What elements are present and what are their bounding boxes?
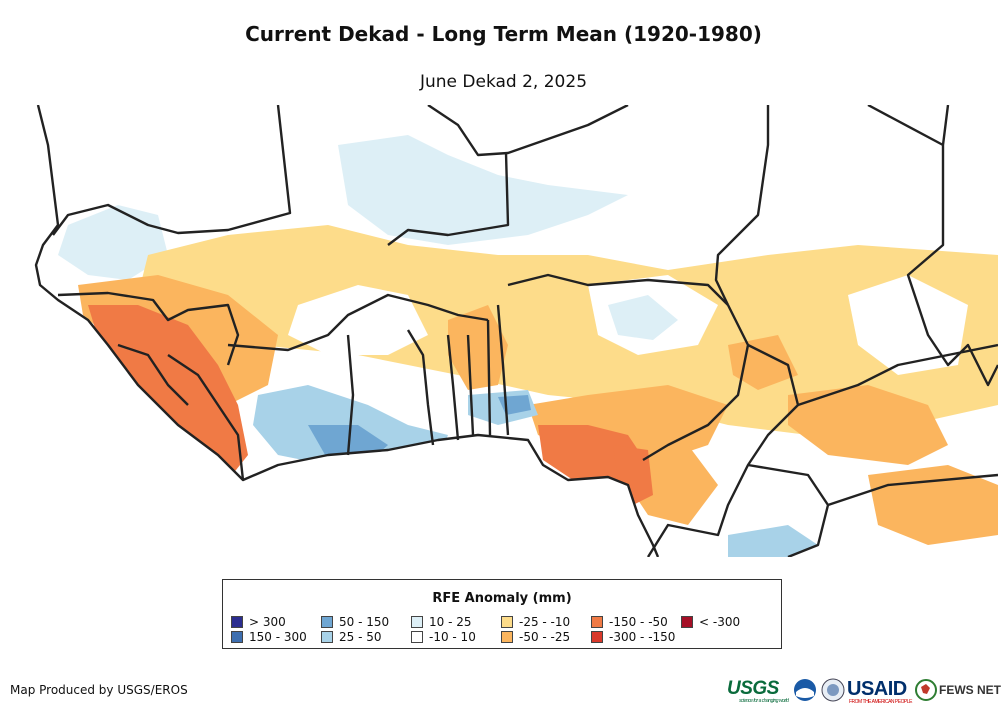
legend-swatch xyxy=(591,616,603,628)
border-mali-burkina xyxy=(227,293,489,352)
legend-swatch xyxy=(411,631,423,643)
anomaly-patch-50-25-cameroon xyxy=(628,445,718,525)
legend-item: -150 - -50 xyxy=(591,615,691,629)
legend-item: 25 - 50 xyxy=(321,630,421,644)
legend-item: 10 - 25 xyxy=(411,615,511,629)
border-guinea-sierra-leone xyxy=(117,343,189,406)
border-niger-nigeria xyxy=(507,273,729,306)
border-benin-nigeria xyxy=(496,304,510,436)
anomaly-fill-layer xyxy=(28,135,998,557)
legend-swatch xyxy=(681,616,693,628)
border-chad-sudan xyxy=(867,105,998,387)
border-car-south xyxy=(747,463,998,557)
legend-swatch xyxy=(321,616,333,628)
legend-label: 25 - 50 xyxy=(339,630,382,644)
legend-item: -25 - -10 xyxy=(501,615,601,629)
legend-swatch xyxy=(501,631,513,643)
legend-swatch xyxy=(231,631,243,643)
partner-logos: USGS science for a changing world USAID … xyxy=(727,676,1001,706)
fews-globe-icon xyxy=(915,679,937,701)
legend-swatch xyxy=(501,616,513,628)
border-liberia-ivory-coast xyxy=(167,354,245,481)
map-title: Current Dekad - Long Term Mean (1920-198… xyxy=(245,22,762,46)
legend-swatch xyxy=(231,616,243,628)
usgs-logo: USGS science for a changing world xyxy=(727,678,789,704)
legend-label: -50 - -25 xyxy=(519,630,571,644)
map-subtitle: June Dekad 2, 2025 xyxy=(419,72,588,92)
usaid-tagline: FROM THE AMERICAN PEOPLE xyxy=(849,699,912,705)
legend-item: -50 - -25 xyxy=(501,630,601,644)
border-mali-algeria xyxy=(427,105,629,157)
anomaly-patch-25-50-gabon xyxy=(728,525,818,557)
legend-label: -25 - -10 xyxy=(519,615,571,629)
legend-item: -300 - -150 xyxy=(591,630,691,644)
legend-item: 150 - 300 xyxy=(231,630,331,644)
legend-label: -150 - -50 xyxy=(609,615,668,629)
legend-swatch xyxy=(591,631,603,643)
border-nigeria-cameroon xyxy=(642,304,750,462)
anomaly-patch-50-25-east xyxy=(788,385,948,465)
border-ivory-coast-ghana xyxy=(346,329,435,456)
country-borders xyxy=(34,105,998,557)
legend-title: RFE Anomaly (mm) xyxy=(432,591,572,606)
border-mauritania-mali xyxy=(52,105,292,236)
anomaly-patch-10-25-niger xyxy=(608,295,678,340)
border-chad-car xyxy=(797,343,998,407)
ocean-gulf-of-guinea xyxy=(28,295,658,557)
nasa-seal-icon xyxy=(821,678,845,702)
anomaly-patch-50-25-burkina xyxy=(448,305,508,390)
legend-label: > 300 xyxy=(249,615,286,629)
legend-item: 50 - 150 xyxy=(321,615,421,629)
border-ghana-togo-benin xyxy=(446,319,492,441)
border-niger-libya-chad xyxy=(714,105,770,306)
legend-label: -300 - -150 xyxy=(609,630,676,644)
fews-net-logo: FEWS NET xyxy=(939,683,1001,697)
legend-item: > 300 xyxy=(231,615,331,629)
usgs-logo-text: USGS xyxy=(727,678,779,699)
coastline xyxy=(34,105,660,557)
credit-text: Map Produced by USGS/EROS xyxy=(10,683,188,697)
border-mali-niger xyxy=(387,152,510,246)
border-senegal-guinea xyxy=(57,291,240,366)
legend-label: 150 - 300 xyxy=(249,630,307,644)
anomaly-patch-10-25-senegal xyxy=(58,205,168,280)
noaa-icon xyxy=(794,679,816,701)
anomaly-patch-10-25-north xyxy=(338,135,628,245)
usaid-logo: USAID FROM THE AMERICAN PEOPLE xyxy=(847,678,912,705)
anomaly-map xyxy=(28,105,998,557)
legend-label: 10 - 25 xyxy=(429,615,472,629)
legend-label: -10 - 10 xyxy=(429,630,476,644)
usgs-tagline: science for a changing world xyxy=(739,698,789,704)
legend-label: 50 - 150 xyxy=(339,615,390,629)
legend-swatch xyxy=(321,631,333,643)
legend-item: < -300 xyxy=(681,615,781,629)
legend: RFE Anomaly (mm) > 300 150 - 300 50 - 150 2… xyxy=(222,579,782,649)
legend-swatch xyxy=(411,616,423,628)
legend-label: < -300 xyxy=(699,615,741,629)
usaid-logo-text: USAID xyxy=(847,678,907,700)
anomaly-patch-50-25-chad-south xyxy=(728,335,798,390)
anomaly-band-negative-sahel xyxy=(138,225,998,435)
legend-item: -10 - 10 xyxy=(411,630,511,644)
